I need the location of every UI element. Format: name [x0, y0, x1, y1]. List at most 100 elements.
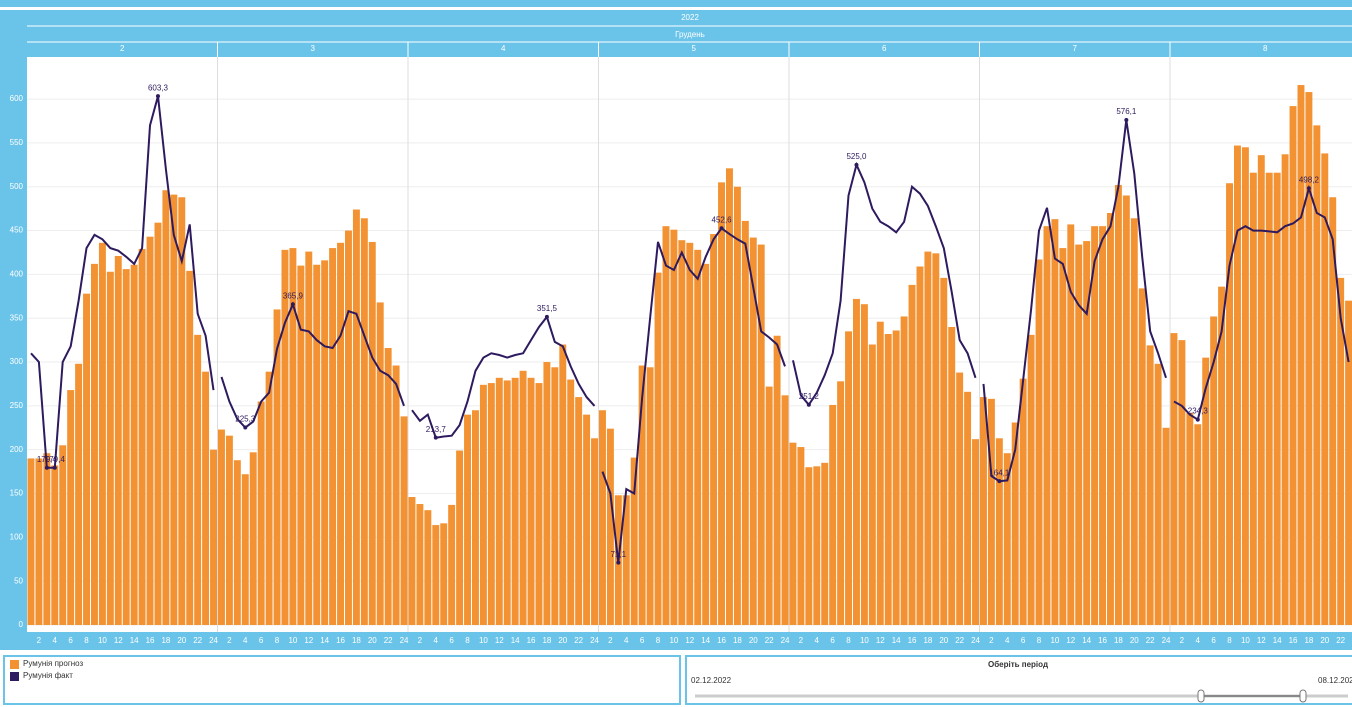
bar: [1051, 219, 1059, 625]
bar: [1083, 241, 1091, 625]
bar: [464, 414, 471, 625]
x-tick-label: 24: [590, 636, 599, 645]
bar: [1003, 453, 1011, 625]
y-tick-label: 450: [10, 226, 24, 235]
bar: [186, 270, 194, 625]
bar: [1011, 422, 1019, 625]
bar: [908, 284, 916, 625]
x-tick-label: 2: [37, 636, 42, 645]
x-tick-label: 4: [624, 636, 629, 645]
bar: [972, 439, 979, 625]
bar: [1234, 145, 1241, 625]
x-tick-label: 12: [685, 636, 694, 645]
x-tick-label: 2: [1180, 636, 1185, 645]
bar: [456, 450, 464, 625]
bar: [591, 438, 598, 625]
slider-handle[interactable]: [1197, 689, 1205, 703]
bar: [1313, 125, 1321, 625]
x-axis-band: [0, 632, 1352, 650]
day-label: 6: [882, 44, 887, 53]
bar: [932, 253, 940, 625]
bar: [487, 383, 495, 625]
bar: [321, 260, 329, 625]
x-tick-label: 20: [749, 636, 758, 645]
bar: [1122, 195, 1130, 625]
bar: [1075, 244, 1083, 625]
legend-label: Румунія прогноз: [23, 659, 84, 668]
x-tick-label: 24: [1162, 636, 1171, 645]
data-label: 452,6: [712, 215, 733, 224]
x-tick-label: 22: [1336, 636, 1345, 645]
bar: [257, 401, 265, 625]
x-tick-label: 12: [495, 636, 504, 645]
x-tick-label: 4: [53, 636, 58, 645]
bar: [35, 458, 43, 625]
filter-title: Оберіть період: [988, 660, 1048, 669]
x-tick-label: 6: [830, 636, 835, 645]
legend-swatch: [10, 660, 19, 669]
x-tick-label: 18: [733, 636, 742, 645]
bar: [1273, 172, 1281, 625]
bar: [384, 348, 392, 625]
x-tick-label: 12: [114, 636, 123, 645]
bar: [575, 397, 583, 625]
x-tick-label: 12: [304, 636, 313, 645]
bar: [91, 263, 98, 625]
bar: [718, 182, 725, 625]
bar: [813, 466, 821, 625]
point-marker: [1124, 118, 1129, 123]
x-tick-label: 6: [449, 636, 454, 645]
point-marker: [719, 226, 724, 231]
x-tick-label: 12: [1257, 636, 1266, 645]
bar: [297, 265, 305, 625]
bar: [337, 242, 344, 625]
bar: [106, 271, 114, 625]
bar: [860, 304, 868, 625]
bar: [900, 316, 908, 625]
bar: [1241, 147, 1249, 625]
x-tick-label: 22: [765, 636, 774, 645]
x-tick-label: 4: [243, 636, 248, 645]
day-label: 8: [1263, 44, 1268, 53]
bar: [424, 510, 432, 625]
x-tick-label: 22: [384, 636, 393, 645]
bar: [654, 272, 662, 625]
x-tick-label: 16: [908, 636, 917, 645]
bar: [1289, 106, 1297, 625]
x-tick-label: 8: [1227, 636, 1232, 645]
bar: [59, 445, 67, 625]
data-label: 365,9: [283, 291, 304, 300]
bar: [1186, 412, 1194, 625]
bar: [519, 370, 527, 625]
bar: [83, 293, 90, 625]
bar: [1146, 345, 1154, 625]
x-tick-label: 20: [1130, 636, 1139, 645]
bar: [352, 209, 360, 625]
bar: [559, 344, 567, 625]
filter-start: 02.12.2022: [691, 676, 732, 685]
x-tick-label: 24: [209, 636, 218, 645]
bar: [1226, 183, 1233, 625]
y-tick-label: 100: [10, 532, 24, 541]
x-tick-label: 16: [146, 636, 155, 645]
fact-line: [1173, 184, 1350, 422]
bar: [1249, 172, 1257, 625]
bar: [773, 335, 781, 625]
month-label: Грудень: [675, 30, 705, 39]
y-tick-label: 500: [10, 182, 24, 191]
y-tick-label: 600: [10, 94, 24, 103]
bar: [630, 457, 638, 625]
x-tick-label: 2: [608, 636, 613, 645]
bar: [551, 367, 559, 625]
point-marker: [155, 94, 160, 99]
x-tick-label: 24: [400, 636, 409, 645]
x-tick-label: 20: [177, 636, 186, 645]
x-tick-label: 14: [320, 636, 329, 645]
bar: [1162, 427, 1170, 625]
bar: [194, 334, 202, 625]
x-tick-label: 16: [527, 636, 536, 645]
bar: [805, 467, 813, 625]
bar: [1297, 85, 1305, 625]
bar: [210, 449, 217, 625]
slider-handle[interactable]: [1299, 689, 1307, 703]
